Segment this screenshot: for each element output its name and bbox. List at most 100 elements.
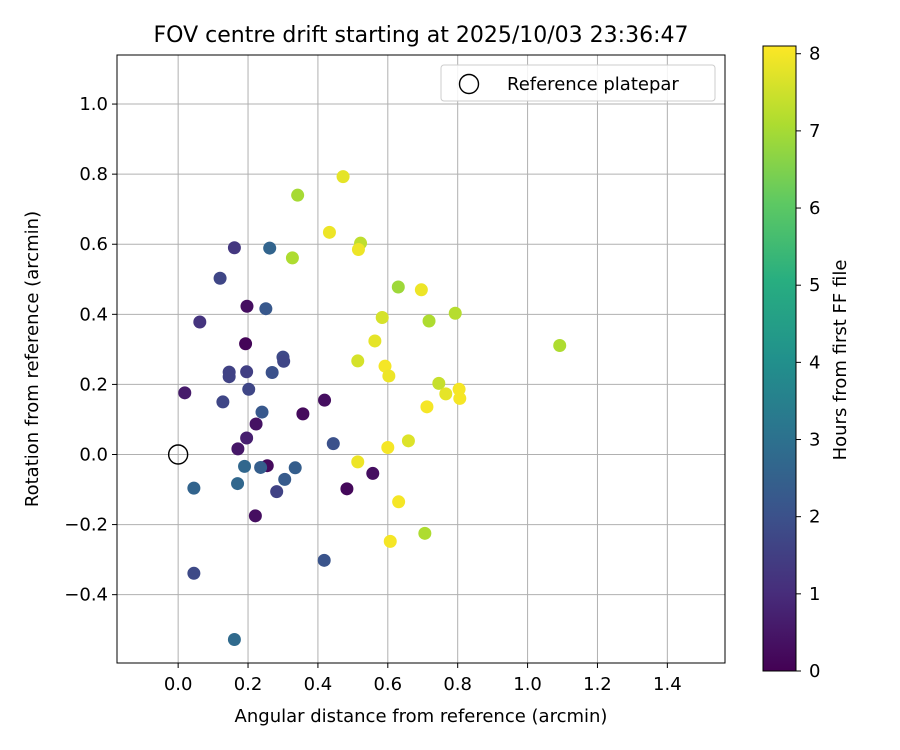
x-tick-label: 0.6 xyxy=(373,674,402,695)
y-tick-label: 0.2 xyxy=(79,374,108,395)
data-point xyxy=(285,251,299,265)
data-point xyxy=(238,459,252,473)
colorbar-tick-label: 0 xyxy=(809,661,820,682)
data-point xyxy=(254,460,268,474)
data-point xyxy=(326,437,340,451)
x-axis-label: Angular distance from reference (arcmin) xyxy=(235,706,608,727)
data-point xyxy=(336,170,350,184)
colorbar-tick-label: 1 xyxy=(809,584,820,605)
data-point xyxy=(383,534,397,548)
legend-box xyxy=(440,64,716,102)
data-point xyxy=(439,387,453,401)
data-point xyxy=(216,395,230,409)
y-tick-label: 0.4 xyxy=(79,304,108,325)
colorbar-tick-label: 2 xyxy=(809,507,820,528)
x-tick-label: 0.8 xyxy=(443,674,472,695)
colorbar-tick-label: 6 xyxy=(809,198,820,219)
data-point xyxy=(227,241,241,255)
data-point xyxy=(222,370,236,384)
legend-entry-label: Reference platepar xyxy=(507,74,679,95)
y-tick-label: 0.0 xyxy=(79,444,108,465)
data-point xyxy=(291,188,305,202)
colorbar-tick-label: 4 xyxy=(809,352,820,373)
y-tick-label: −0.4 xyxy=(64,585,108,606)
grid xyxy=(117,55,725,663)
reference-platepar-marker xyxy=(167,444,189,465)
y-tick-label: 0.6 xyxy=(79,234,108,255)
data-point xyxy=(249,417,263,431)
data-point xyxy=(432,376,446,390)
data-point xyxy=(448,306,462,320)
data-point xyxy=(418,526,432,540)
data-point xyxy=(351,455,365,469)
data-point xyxy=(231,477,245,491)
data-point xyxy=(422,314,436,328)
colorbar-tick-label: 3 xyxy=(809,430,820,451)
data-point xyxy=(378,359,392,373)
data-point xyxy=(240,299,254,313)
x-tick-label: 0.2 xyxy=(234,674,263,695)
colorbar-ticks: 0 1 2 3 4 5 6 7 8 xyxy=(796,44,820,682)
data-point xyxy=(553,339,567,353)
data-point xyxy=(420,400,434,414)
y-tick-label: 0.8 xyxy=(79,164,108,185)
data-point xyxy=(296,407,310,421)
data-point xyxy=(277,354,291,368)
data-point xyxy=(263,241,277,255)
data-point xyxy=(259,302,273,316)
data-point xyxy=(401,434,415,448)
colorbar: 0 1 2 3 4 5 6 7 8 Hours from first FF file xyxy=(762,44,851,682)
y-tick-label: −0.2 xyxy=(64,515,108,536)
data-point xyxy=(242,382,256,396)
colorbar-tick-label: 5 xyxy=(809,275,820,296)
data-point xyxy=(414,283,428,297)
data-point xyxy=(240,431,254,445)
data-points xyxy=(167,170,567,647)
legend-marker-circle-icon xyxy=(458,73,480,95)
data-point xyxy=(265,365,279,379)
data-point xyxy=(240,365,254,379)
data-point xyxy=(231,442,245,456)
data-point xyxy=(375,310,389,324)
data-point xyxy=(368,334,382,348)
data-point xyxy=(391,280,405,294)
data-point xyxy=(381,440,395,454)
data-point xyxy=(318,393,332,407)
data-point xyxy=(248,509,262,523)
colorbar-gradient xyxy=(762,45,797,672)
data-point xyxy=(239,337,253,351)
data-point xyxy=(288,461,302,475)
colorbar-tick-label: 8 xyxy=(809,44,820,65)
data-point xyxy=(270,485,284,499)
data-point xyxy=(187,566,201,580)
chart-title: FOV centre drift starting at 2025/10/03 … xyxy=(154,23,689,48)
x-tick-label: 1.4 xyxy=(653,674,682,695)
data-point xyxy=(227,633,241,647)
data-point xyxy=(178,386,192,400)
colorbar-label: Hours from first FF file xyxy=(830,260,851,461)
x-tick-label: 0.0 xyxy=(164,674,193,695)
x-tick-label: 1.2 xyxy=(583,674,612,695)
data-point xyxy=(351,354,365,368)
data-point xyxy=(453,391,467,405)
data-point xyxy=(392,495,406,509)
plot-frame xyxy=(116,54,726,664)
data-point xyxy=(213,271,227,285)
colorbar-tick-label: 7 xyxy=(809,121,820,142)
data-point xyxy=(382,369,396,383)
y-tick-label: 1.0 xyxy=(79,94,108,115)
y-axis-ticks: −0.4 −0.2 0.0 0.2 0.4 0.6 0.8 1.0 xyxy=(64,94,117,606)
x-axis-ticks: 0.0 0.2 0.4 0.6 0.8 1.0 1.2 1.4 xyxy=(164,663,682,695)
data-point xyxy=(340,482,354,496)
x-tick-label: 1.0 xyxy=(513,674,542,695)
data-point xyxy=(317,553,331,567)
y-axis-label: Rotation from reference (arcmin) xyxy=(22,211,43,507)
data-point xyxy=(193,315,207,329)
data-point xyxy=(322,225,336,239)
data-point xyxy=(187,481,201,495)
legend: Reference platepar xyxy=(440,64,716,102)
data-point xyxy=(278,472,292,486)
x-tick-label: 0.4 xyxy=(304,674,333,695)
data-point xyxy=(366,466,380,480)
